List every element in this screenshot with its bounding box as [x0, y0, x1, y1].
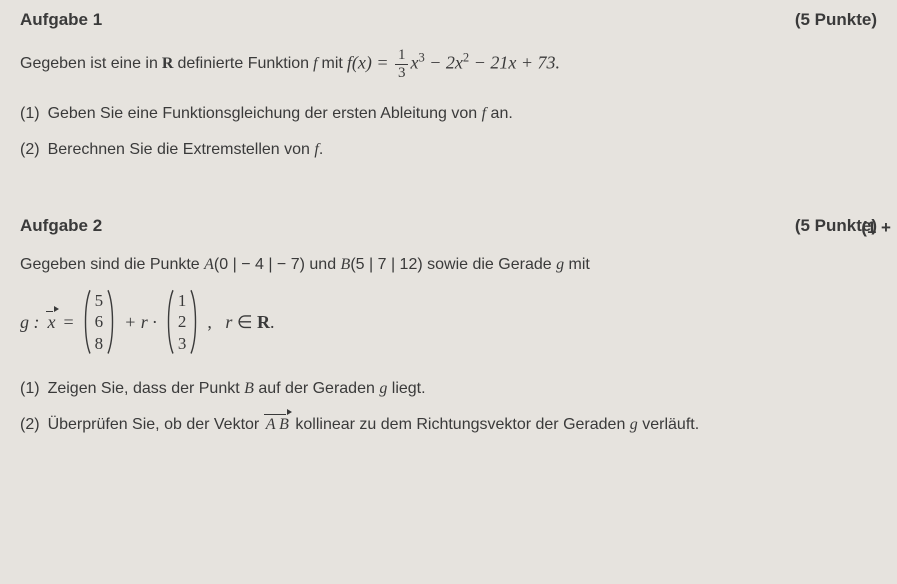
vector-AB: A B: [264, 414, 291, 436]
task1-intro: Gegeben ist eine in R definierte Funktio…: [20, 48, 877, 81]
B: B: [244, 380, 254, 397]
point-B: B: [341, 256, 351, 273]
task1-title: Aufgabe 1: [20, 10, 102, 30]
point-A: A: [204, 256, 214, 273]
entry: 5: [95, 290, 104, 311]
task1-points: (5 Punkte): [795, 10, 877, 30]
entry: 1: [178, 290, 187, 311]
lhs: f(x) =: [347, 53, 389, 73]
numerator: 1: [395, 48, 409, 65]
column-vector-2: 1 2 3: [165, 288, 200, 356]
plus-r-dot: + r ·: [124, 312, 157, 333]
text: kollinear zu dem Richtungsvektor der Ger…: [291, 416, 630, 433]
entry: 2: [178, 311, 187, 332]
term: − 21x + 73.: [469, 53, 560, 73]
dot: .: [270, 312, 275, 332]
text: Zeigen Sie, dass der Punkt: [48, 380, 245, 397]
denominator: 3: [395, 65, 409, 81]
text: an.: [486, 105, 513, 122]
fraction-one-third: 1 3: [395, 48, 409, 81]
g: g: [556, 256, 564, 273]
trailing-points-fragment: (1 +: [861, 218, 891, 238]
tail: , r ∈ R.: [207, 312, 274, 333]
right-paren-icon: [106, 288, 116, 356]
g: g: [630, 416, 638, 433]
sub-number: (2): [20, 139, 40, 161]
left-paren-icon: [165, 288, 175, 356]
text: Gegeben ist eine in: [20, 53, 158, 75]
g-colon: g :: [20, 312, 40, 333]
task2-header: Aufgabe 2 (5 Punkte): [20, 216, 877, 236]
B-coords: (5 | 7 | 12): [350, 256, 422, 273]
sub-text: Überprüfen Sie, ob der Vektor A B kollin…: [48, 414, 700, 436]
function-f: f: [313, 53, 317, 75]
text: Berechnen Sie die Extremstellen von: [48, 141, 315, 158]
text: auf der Geraden: [254, 380, 379, 397]
text: verläuft.: [638, 416, 699, 433]
vector-entries: 5 6 8: [92, 288, 107, 356]
sub-number: (1): [20, 378, 40, 400]
entry: 8: [95, 333, 104, 354]
task2-intro: Gegeben sind die Punkte A(0 | − 4 | − 7)…: [20, 254, 877, 276]
column-vector-1: 5 6 8: [82, 288, 117, 356]
vector-x: x: [46, 312, 58, 333]
task2-title: Aufgabe 2: [20, 216, 102, 236]
sub-text: Zeigen Sie, dass der Punkt B auf der Ger…: [48, 378, 426, 400]
task2-equation: g : x = 5 6 8 + r · 1 2 3 , r ∈ R.: [20, 288, 877, 356]
real-numbers-symbol: R: [162, 53, 174, 75]
sub-text: Geben Sie eine Funktionsgleichung der er…: [48, 103, 513, 125]
real-numbers-symbol: R: [257, 312, 270, 332]
text: definierte Funktion: [177, 53, 309, 75]
text: .: [319, 141, 323, 158]
entry: 6: [95, 311, 104, 332]
vector-entries: 1 2 3: [175, 288, 190, 356]
sub-text: Berechnen Sie die Extremstellen von f.: [48, 139, 324, 161]
entry: 3: [178, 333, 187, 354]
text: und: [305, 256, 341, 273]
exam-page: Aufgabe 1 (5 Punkte) Gegeben ist eine in…: [0, 0, 897, 584]
task2-sub2: (2) Überprüfen Sie, ob der Vektor A B ko…: [20, 414, 877, 436]
spacer: [20, 176, 877, 216]
A-coords: (0 | − 4 | − 7): [214, 256, 305, 273]
task1-formula: f(x) = 1 3 x3 − 2x2 − 21x + 73.: [347, 48, 560, 81]
task1-sub1: (1) Geben Sie eine Funktionsgleichung de…: [20, 103, 877, 125]
task1-header: Aufgabe 1 (5 Punkte): [20, 10, 877, 30]
term: − 2x: [425, 53, 463, 73]
text: sowie die Gerade: [423, 256, 556, 273]
sub-number: (2): [20, 414, 40, 436]
text: mit: [322, 53, 343, 75]
left-paren-icon: [82, 288, 92, 356]
right-paren-icon: [189, 288, 199, 356]
in: ∈: [232, 312, 257, 332]
task1-sub2: (2) Berechnen Sie die Extremstellen von …: [20, 139, 877, 161]
text: Überprüfen Sie, ob der Vektor: [48, 416, 264, 433]
text: mit: [564, 256, 590, 273]
text: Gegeben sind die Punkte: [20, 256, 204, 273]
comma-r-in: ,: [207, 312, 225, 332]
text: Geben Sie eine Funktionsgleichung der er…: [48, 105, 482, 122]
equals: =: [64, 312, 74, 333]
task2-sub1: (1) Zeigen Sie, dass der Punkt B auf der…: [20, 378, 877, 400]
text: liegt.: [387, 380, 425, 397]
sub-number: (1): [20, 103, 40, 125]
